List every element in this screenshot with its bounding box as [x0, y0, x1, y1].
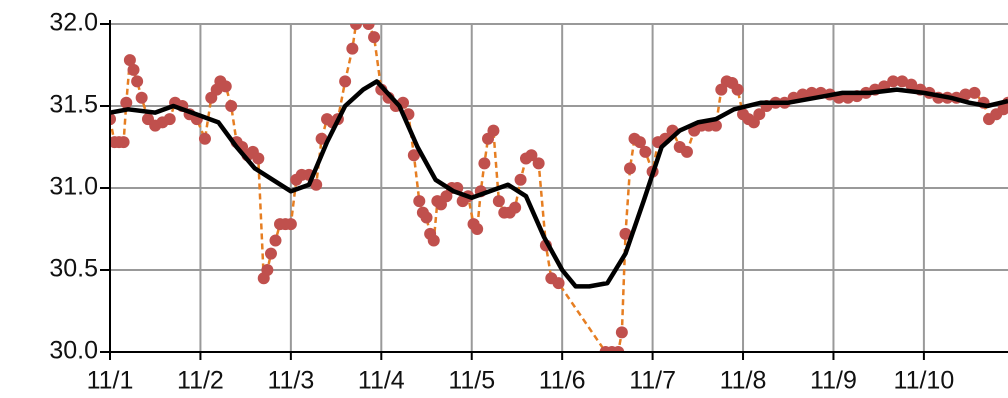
- axes: 30.0 30.5 31.0 31.5 32.0 11/1 11/2 11/3 11/4 11/5…: [49, 9, 1008, 395]
- data-point: [478, 157, 491, 170]
- data-point: [680, 145, 693, 158]
- data-point: [264, 247, 277, 260]
- x-tick-label: 11/9: [810, 367, 857, 395]
- y-tick-label: 30.5: [49, 255, 98, 283]
- series-line: [110, 79, 1008, 289]
- data-point: [420, 211, 433, 224]
- data-point: [552, 277, 565, 290]
- x-tick-label: 11/1: [87, 367, 134, 395]
- y-tick-label: 31.5: [49, 91, 98, 119]
- data-point: [427, 234, 440, 247]
- data-point: [117, 136, 130, 149]
- data-point: [532, 157, 545, 170]
- data-point: [639, 145, 652, 158]
- data-point: [492, 195, 505, 208]
- y-tick-label: 31.0: [49, 173, 98, 201]
- data-point: [623, 162, 636, 175]
- data-point: [135, 91, 148, 104]
- x-tick-label: 11/5: [448, 367, 495, 395]
- x-tick-label: 11/4: [358, 367, 405, 395]
- data-point: [525, 149, 538, 162]
- data-point: [219, 80, 232, 93]
- data-point: [225, 100, 238, 112]
- data-point: [709, 119, 722, 132]
- data-point: [346, 42, 359, 55]
- x-tick-label: 11/2: [177, 367, 224, 395]
- data-point: [163, 113, 176, 126]
- data-point: [509, 201, 522, 214]
- data-point: [110, 113, 116, 126]
- data-point: [339, 75, 352, 88]
- data-point: [120, 96, 133, 109]
- data-point: [252, 152, 265, 165]
- data-point: [261, 264, 274, 276]
- x-tick-label: 11/10: [894, 367, 955, 395]
- data-point: [514, 173, 527, 186]
- data-point: [198, 132, 211, 145]
- data-point: [905, 78, 918, 91]
- grid: [109, 23, 1008, 353]
- data-point: [619, 227, 632, 240]
- data-point: [633, 136, 646, 149]
- data-point: [315, 132, 328, 145]
- data-point: [968, 86, 981, 99]
- plot-area: [110, 24, 1008, 352]
- data-point: [284, 218, 297, 231]
- data-point: [612, 346, 625, 352]
- y-tick-label: 32.0: [49, 9, 98, 37]
- data-point: [349, 24, 362, 30]
- y-tick-label: 30.0: [49, 337, 98, 365]
- data-point: [753, 108, 766, 121]
- data-point: [368, 31, 381, 44]
- data-point: [310, 178, 323, 191]
- x-tick-label: 11/7: [629, 367, 676, 395]
- data-point: [896, 75, 909, 88]
- data-point: [362, 24, 375, 30]
- data-point: [959, 88, 972, 101]
- data-point: [731, 83, 744, 96]
- data-point: [615, 326, 628, 339]
- x-tick-label: 11/6: [539, 367, 586, 395]
- data-point: [887, 75, 900, 88]
- x-tick-label: 11/3: [267, 367, 314, 395]
- data-point: [487, 124, 500, 137]
- data-point: [269, 234, 282, 247]
- data-point: [407, 149, 420, 162]
- x-tick-label: 11/8: [720, 367, 767, 395]
- data-point: [413, 195, 426, 208]
- data-point: [471, 223, 484, 235]
- data-point: [127, 63, 140, 76]
- data-point: [123, 54, 136, 67]
- data-point: [131, 75, 144, 88]
